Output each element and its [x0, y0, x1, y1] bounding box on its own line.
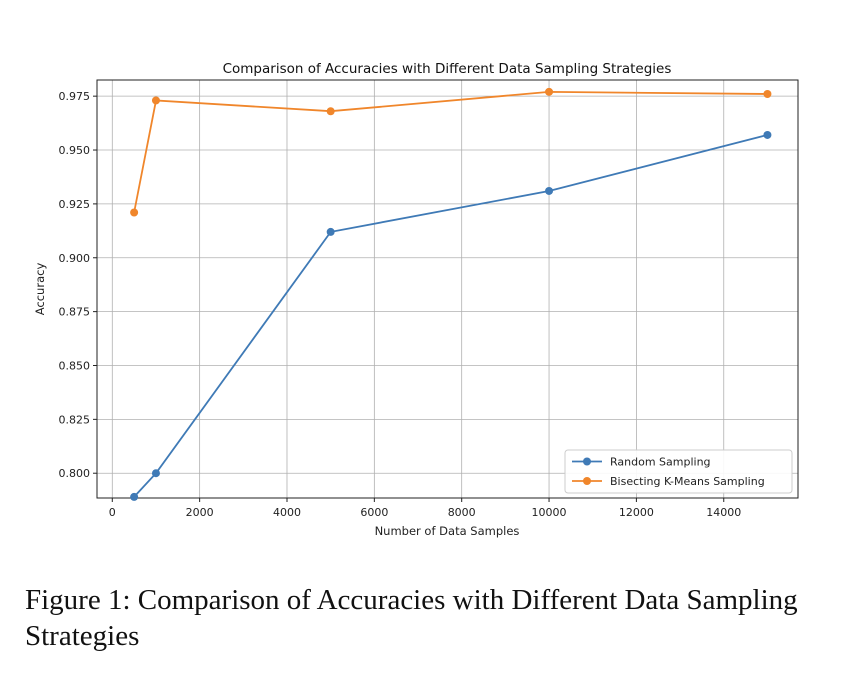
y-axis-label: Accuracy — [33, 263, 47, 316]
line-chart: Comparison of Accuracies with Different … — [33, 61, 799, 538]
y-tick-label: 0.800 — [59, 467, 91, 480]
x-tick-label: 0 — [109, 506, 116, 519]
x-tick-label: 8000 — [448, 506, 476, 519]
series-random-sampling — [130, 130, 772, 501]
legend-marker-random — [583, 457, 591, 466]
data-point — [763, 130, 772, 139]
legend-marker-bisecting — [583, 477, 591, 485]
data-point — [326, 227, 335, 236]
series-line — [133, 90, 768, 213]
series-line — [133, 134, 768, 498]
x-tick-label: 12000 — [619, 506, 654, 519]
y-tick-label: 0.975 — [59, 90, 91, 103]
y-tick-label: 0.925 — [59, 198, 91, 211]
y-tick-label: 0.825 — [59, 413, 91, 426]
data-point — [151, 469, 160, 478]
data-point — [130, 208, 139, 217]
x-tick-label: 6000 — [360, 506, 388, 519]
x-tick-label: 10000 — [532, 506, 567, 519]
y-tick-label: 0.875 — [59, 306, 91, 319]
legend-label-random: Random Sampling — [610, 456, 711, 469]
x-tick-label: 2000 — [186, 506, 214, 519]
x-axis-label: Number of Data Samples — [375, 524, 520, 538]
grid-lines — [97, 80, 798, 498]
legend: Random Sampling Bisecting K-Means Sampli… — [564, 449, 793, 494]
legend-label-bisecting: Bisecting K-Means Sampling — [610, 475, 765, 488]
data-point — [130, 492, 139, 501]
data-point — [545, 87, 554, 96]
legend-box — [564, 449, 793, 494]
plot-frame — [96, 79, 799, 499]
y-tick-label: 0.900 — [59, 252, 91, 265]
series-bisecting-kmeans-sampling — [130, 87, 772, 217]
data-point — [763, 90, 772, 99]
data-point — [326, 107, 335, 116]
y-tick-label: 0.850 — [59, 359, 91, 372]
x-tick-label: 14000 — [706, 506, 741, 519]
chart-title: Comparison of Accuracies with Different … — [223, 61, 672, 77]
data-point — [151, 96, 160, 105]
data-point — [545, 186, 554, 195]
axis-ticks: 0 2000 4000 6000 8000 10000 12000 14000 0.800 0.8… — [59, 90, 742, 519]
figure-caption: Figure 1: Comparison of Accuracies with … — [25, 584, 798, 652]
series-layer — [130, 87, 772, 501]
y-tick-label: 0.950 — [59, 144, 91, 157]
x-tick-label: 4000 — [273, 506, 301, 519]
